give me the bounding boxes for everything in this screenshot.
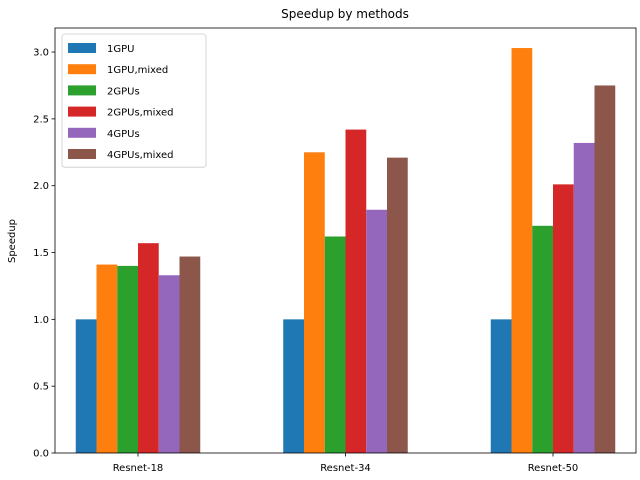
bar-1gpu-resnet-18 (75, 319, 97, 453)
bar-4gpus-mixed-resnet-50 (594, 85, 616, 453)
chart-title: Speedup by methods (281, 7, 409, 21)
y-tick-label: 1.5 (33, 248, 49, 259)
bar-1gpu-resnet-50 (490, 319, 512, 453)
bar-4gpus-resnet-50 (573, 142, 595, 453)
legend-swatch (68, 43, 96, 53)
bar-1gpu-mixed-resnet-50 (511, 48, 533, 453)
bar-2gpus-mixed-resnet-18 (138, 243, 159, 453)
bar-1gpu-mixed-resnet-34 (304, 152, 325, 453)
legend-label: 1GPU,mixed (107, 65, 168, 76)
bar-2gpus-resnet-18 (117, 265, 138, 453)
legend-swatch (68, 64, 96, 75)
legend-label: 2GPUs,mixed (107, 108, 173, 119)
y-axis-label: Speedup (7, 219, 18, 263)
legend-swatch (68, 149, 96, 159)
y-tick-label: 0.5 (33, 382, 49, 393)
bar-4gpus-resnet-18 (158, 275, 180, 453)
legend-label: 4GPUs (107, 129, 140, 140)
bar-4gpus-mixed-resnet-18 (179, 256, 201, 453)
y-tick-label: 2.5 (33, 114, 49, 125)
x-tick-label: Resnet-18 (113, 463, 164, 474)
x-tick-label: Resnet-50 (528, 463, 579, 474)
legend-label: 2GPUs (107, 86, 140, 97)
bar-1gpu-mixed-resnet-18 (96, 264, 118, 453)
legend-swatch (68, 106, 96, 117)
axes-layer: 0.0 0.5 1.0 1.5 2.0 2.5 3.0 Resnet-18 Resnet-34 R… (33, 27, 637, 474)
x-tick-label: Resnet-34 (320, 463, 371, 474)
legend-swatch (68, 127, 96, 138)
legend: 1GPU 1GPU,mixed 2GPUs 2GPUs,mixed 4GPUs 4GPUs… (61, 33, 207, 168)
bar-1gpu-resnet-34 (283, 319, 304, 453)
bar-2gpus-mixed-resnet-34 (345, 129, 367, 453)
bar-4gpus-resnet-34 (366, 209, 387, 453)
bar-4gpus-mixed-resnet-34 (387, 157, 408, 453)
y-tick-label: 0.0 (33, 449, 49, 460)
bars-layer (75, 48, 616, 453)
bar-2gpus-resnet-50 (532, 225, 553, 453)
legend-swatch (68, 85, 96, 96)
legend-label: 1GPU (107, 44, 134, 55)
y-tick-label: 2.0 (33, 181, 49, 192)
legend-label: 4GPUs,mixed (107, 150, 173, 161)
legend-box (61, 33, 207, 168)
bar-2gpus-mixed-resnet-50 (553, 184, 574, 453)
bar-2gpus-resnet-34 (324, 236, 346, 453)
y-tick-label: 1.0 (33, 315, 49, 326)
y-tick-label: 3.0 (33, 48, 49, 59)
